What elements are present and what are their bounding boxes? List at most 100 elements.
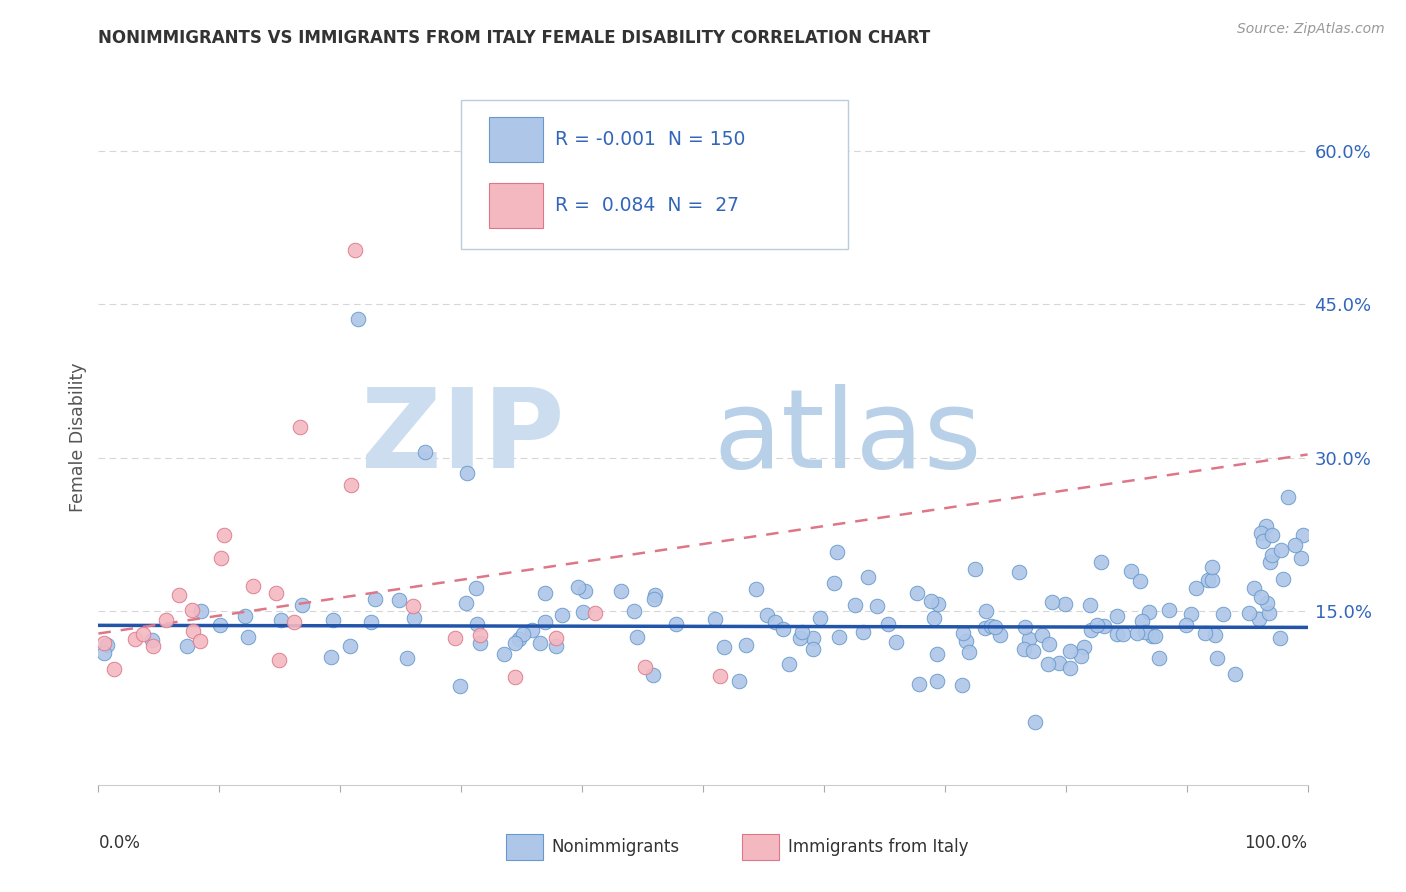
Point: [988, 628, 1011, 642]
Point: [339, 639, 361, 653]
Point: [728, 674, 751, 689]
Point: [340, 478, 363, 492]
Point: [443, 631, 465, 645]
Point: [713, 640, 735, 654]
Point: [544, 631, 567, 645]
Point: [1223, 667, 1246, 681]
Point: [212, 527, 235, 541]
Point: [1105, 626, 1128, 640]
Point: [465, 581, 488, 595]
Point: [1012, 642, 1035, 657]
Point: [267, 653, 290, 667]
Point: [984, 620, 1007, 634]
Point: [124, 632, 146, 646]
Point: [1212, 607, 1234, 621]
Point: [402, 611, 425, 625]
Point: [866, 599, 889, 613]
Point: [1078, 598, 1101, 612]
Point: [792, 625, 814, 640]
Point: [907, 677, 929, 691]
Point: [963, 562, 986, 576]
Point: [395, 651, 418, 665]
Point: [709, 669, 731, 683]
Point: [844, 598, 866, 612]
Point: [1090, 555, 1112, 569]
Point: [950, 678, 973, 692]
Point: [1260, 528, 1282, 542]
Point: [291, 599, 314, 613]
Point: [1194, 626, 1216, 640]
Point: [141, 632, 163, 647]
Point: [1243, 581, 1265, 595]
Point: [952, 626, 974, 640]
Point: [1130, 614, 1153, 628]
Point: [957, 645, 980, 659]
Point: [508, 632, 530, 646]
Point: [132, 626, 155, 640]
Point: [503, 670, 526, 684]
Point: [388, 593, 411, 607]
Point: [623, 604, 645, 618]
Point: [93, 646, 115, 660]
Point: [1197, 573, 1219, 587]
Text: Nonimmigrants: Nonimmigrants: [551, 838, 681, 856]
Point: [264, 586, 287, 600]
Point: [1024, 714, 1046, 729]
Point: [1205, 651, 1227, 665]
Point: [322, 613, 344, 627]
Point: [1204, 628, 1226, 642]
Point: [905, 586, 928, 600]
Point: [96, 638, 118, 652]
Point: [93, 636, 115, 650]
Point: [927, 648, 949, 662]
Point: [1119, 564, 1142, 578]
Point: [1237, 606, 1260, 620]
Point: [1137, 605, 1160, 619]
Point: [922, 611, 945, 625]
Point: [1250, 526, 1272, 541]
Point: [319, 650, 342, 665]
Point: [533, 586, 555, 600]
Point: [756, 607, 779, 622]
Point: [1201, 560, 1223, 574]
Point: [583, 606, 606, 620]
Point: [1129, 574, 1152, 589]
Point: [1125, 626, 1147, 640]
Point: [209, 550, 232, 565]
Point: [644, 588, 666, 602]
Point: [1014, 620, 1036, 634]
Point: [1092, 619, 1115, 633]
Point: [1080, 623, 1102, 637]
Point: [1185, 581, 1208, 595]
Point: [825, 545, 848, 559]
Point: [456, 466, 478, 480]
Point: [364, 591, 387, 606]
Point: [176, 639, 198, 653]
Point: [454, 596, 477, 610]
Point: [534, 615, 557, 630]
Point: [413, 445, 436, 459]
Point: [745, 582, 768, 596]
Point: [1133, 624, 1156, 639]
Text: R = -0.001  N = 150: R = -0.001 N = 150: [555, 130, 745, 149]
Point: [181, 624, 204, 639]
Text: Source: ZipAtlas.com: Source: ZipAtlas.com: [1237, 22, 1385, 37]
Point: [209, 618, 232, 632]
Point: [567, 580, 589, 594]
Point: [665, 616, 688, 631]
Point: [529, 636, 551, 650]
Point: [641, 668, 664, 682]
Point: [1251, 534, 1274, 549]
Point: [1268, 632, 1291, 646]
Point: [1073, 640, 1095, 654]
Point: [634, 660, 657, 674]
Point: [551, 608, 574, 623]
Point: [735, 638, 758, 652]
Point: [468, 636, 491, 650]
Point: [188, 634, 211, 648]
Point: [103, 662, 125, 676]
Text: 100.0%: 100.0%: [1244, 834, 1308, 852]
Point: [169, 588, 191, 602]
Point: [505, 636, 527, 650]
Point: [449, 679, 471, 693]
